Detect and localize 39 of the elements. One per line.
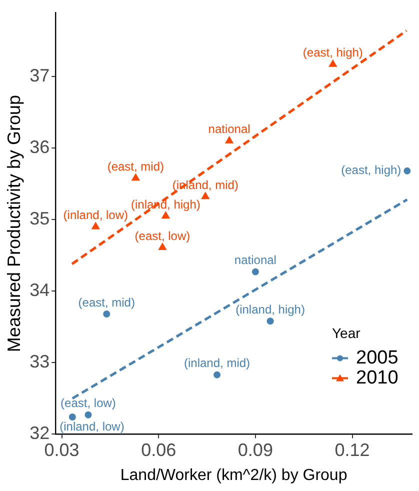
data-label: (east, mid) bbox=[78, 295, 135, 310]
data-label: (inland, low) bbox=[60, 420, 124, 434]
data-label: (east, low) bbox=[134, 228, 190, 243]
point bbox=[404, 167, 411, 174]
point bbox=[84, 411, 92, 418]
x-tick-label: 0.09 bbox=[238, 440, 273, 460]
data-label: (east, mid) bbox=[107, 159, 164, 174]
data-label: (inland, low) bbox=[63, 208, 128, 222]
y-axis-title: Measured Productivity by Group bbox=[4, 94, 24, 352]
y-tick-label: 35 bbox=[30, 208, 50, 229]
data-label: (east, high) bbox=[341, 163, 402, 178]
data-label: (east, low) bbox=[60, 396, 116, 410]
point bbox=[92, 222, 100, 230]
y-tick-label: 34 bbox=[30, 280, 50, 300]
point bbox=[266, 318, 274, 325]
data-label: national bbox=[208, 122, 250, 136]
x-axis-title: Land/Worker (km^2/k) by Group bbox=[120, 466, 348, 484]
point bbox=[132, 174, 140, 181]
point bbox=[214, 371, 221, 378]
x-tick-label: 0.12 bbox=[334, 440, 370, 460]
data-label: (east, high) bbox=[302, 46, 363, 60]
y-tick-label: 33 bbox=[30, 352, 50, 372]
point bbox=[225, 136, 234, 144]
data-label: national bbox=[234, 253, 276, 268]
point bbox=[158, 242, 166, 250]
legend-label: 2010 bbox=[356, 367, 398, 388]
x-tick-label: 0.06 bbox=[141, 440, 176, 460]
legend-title: Year bbox=[332, 325, 361, 342]
point bbox=[328, 60, 337, 67]
point bbox=[201, 192, 210, 200]
data-label: (inland, high) bbox=[236, 302, 305, 316]
y-tick-label: 36 bbox=[30, 136, 50, 157]
point bbox=[162, 211, 170, 218]
y-tick-label: 37 bbox=[30, 65, 50, 86]
point bbox=[103, 310, 110, 318]
point bbox=[68, 414, 76, 421]
data-label: (inland, mid) bbox=[184, 356, 250, 370]
legend-label: 2005 bbox=[356, 347, 398, 368]
point bbox=[252, 268, 259, 276]
